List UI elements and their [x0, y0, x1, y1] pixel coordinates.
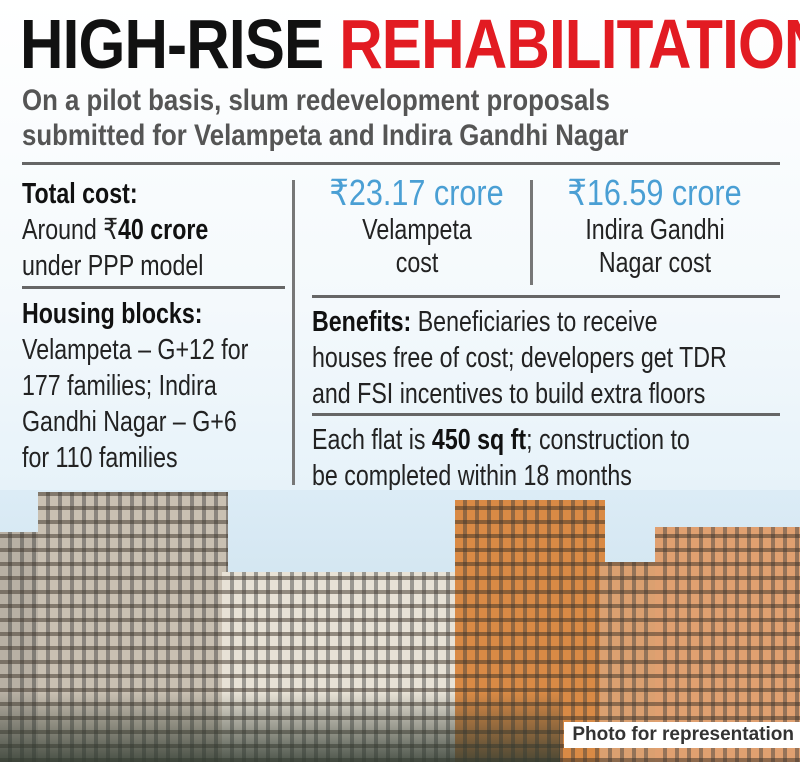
column-divider [530, 180, 533, 285]
subtitle-line: On a pilot basis, slum redevelopment pro… [22, 84, 610, 117]
divider [22, 286, 285, 289]
benefits-block: Benefits: Beneficiaries to receive house… [312, 306, 727, 410]
buildings-photo: Photo for representation [0, 490, 800, 762]
subtitle-line: submitted for Velampeta and Indira Gandh… [22, 119, 629, 152]
divider [22, 162, 780, 165]
headline: HIGH-RISE REHABILITATION [20, 5, 800, 83]
trees [0, 692, 560, 762]
column-divider [292, 180, 295, 485]
total-cost-block: Total cost: Around ₹40 crore under PPP m… [22, 178, 209, 282]
flat-size-block: Each flat is 450 sq ft; construction to … [312, 424, 690, 492]
divider [312, 413, 780, 416]
velampeta-cost: ₹23.17 crore Velampeta cost [329, 172, 505, 279]
photo-caption: Photo for representation [564, 722, 800, 748]
housing-blocks-block: Housing blocks: Velampeta – G+12 for 177… [22, 298, 249, 474]
indira-gandhi-nagar-cost: ₹16.59 crore Indira Gandhi Nagar cost [567, 172, 743, 279]
divider [312, 295, 780, 298]
